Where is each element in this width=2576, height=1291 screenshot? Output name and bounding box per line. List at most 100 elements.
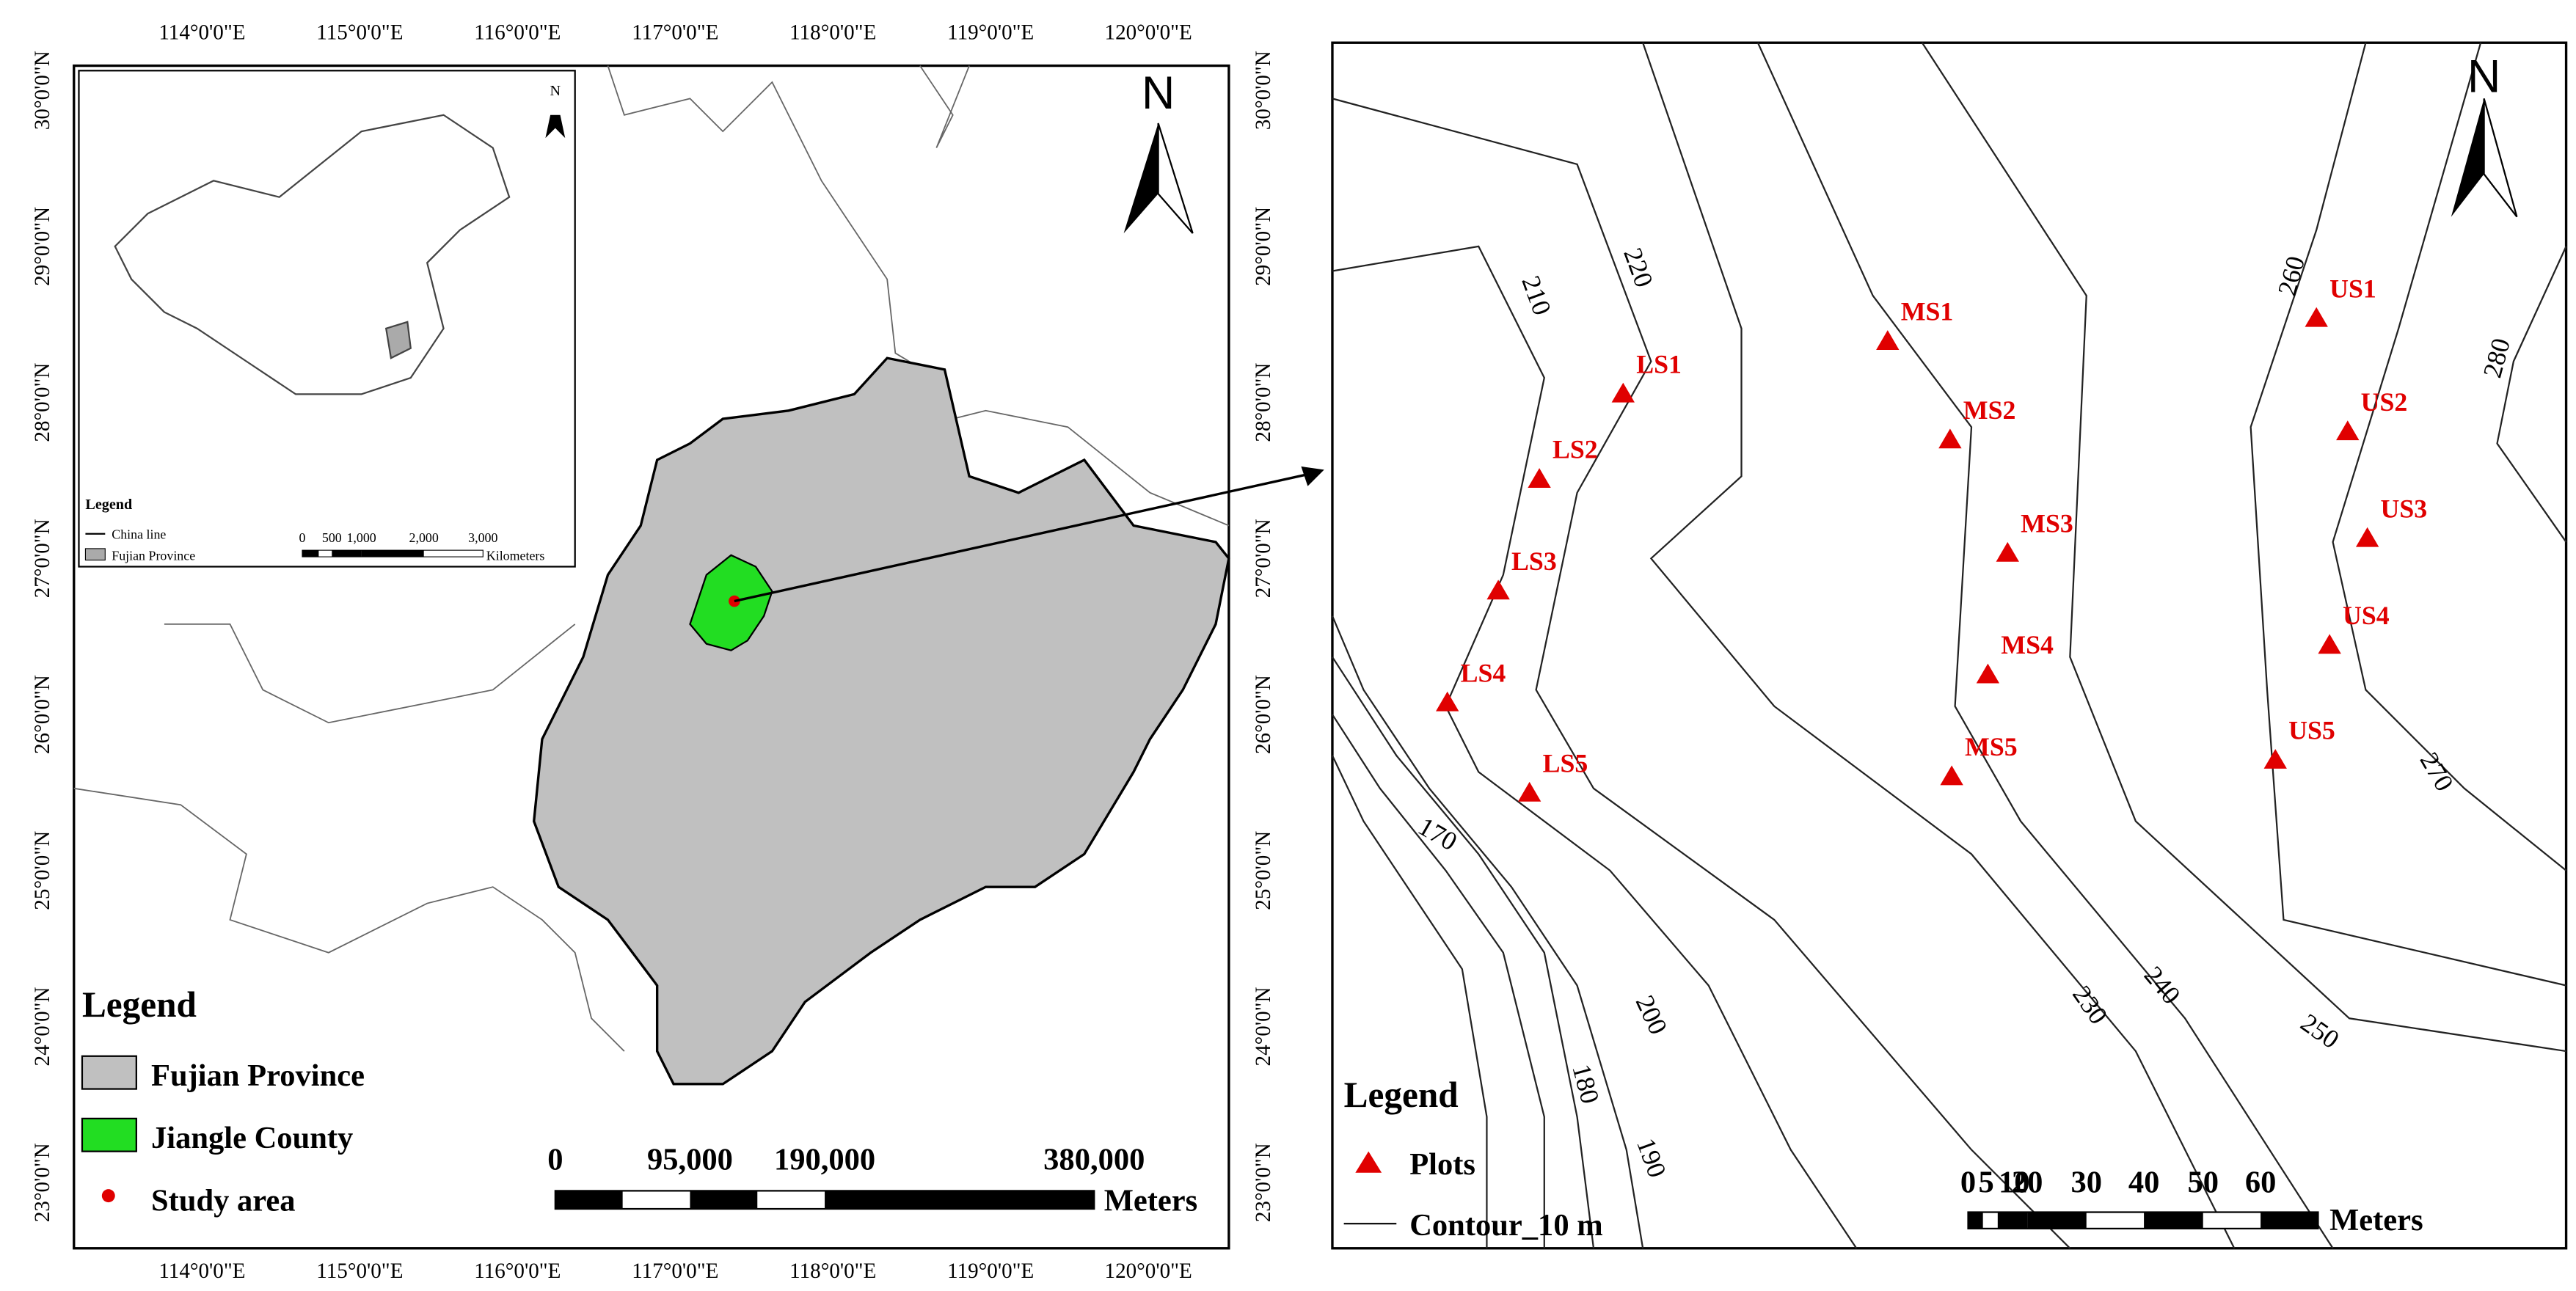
inset-scale-bar (302, 549, 484, 557)
arrow-line (734, 473, 1307, 603)
scale-label: 20 (2012, 1166, 2043, 1200)
lat-label: 23°0'0"N (1252, 1143, 1275, 1222)
legend-title: Legend (1344, 1075, 1459, 1115)
plot-label: US5 (2288, 716, 2335, 745)
legend-title: Legend (82, 984, 197, 1025)
right-map-frame (1331, 41, 2568, 1250)
plot-label: MS1 (1901, 297, 1954, 326)
plot-label: US2 (2361, 387, 2408, 417)
plot-label: US1 (2329, 274, 2376, 303)
scale-label: 10 (1999, 1166, 2030, 1200)
legend-swatch (1355, 1151, 1382, 1173)
lat-label: 27°0'0"N (31, 519, 54, 598)
lon-label: 119°0'0"E (947, 21, 1034, 45)
plot-label: MS2 (1963, 395, 2016, 425)
north-arrow (2483, 98, 2518, 218)
scale-label: 0 (1960, 1166, 1976, 1200)
inset-north: N (550, 83, 561, 99)
scale-label: 60 (2245, 1166, 2277, 1200)
plot-label: LS5 (1543, 748, 1588, 778)
plot-marker (1876, 330, 1900, 350)
inset-scale-label: 0 (299, 530, 306, 545)
inset-scale-label: 1,000 (346, 530, 376, 545)
lat-label: 25°0'0"N (1252, 831, 1275, 910)
lon-label: 116°0'0"E (474, 21, 561, 45)
plot-label: US3 (2381, 494, 2428, 523)
plot-marker (1611, 382, 1635, 403)
left-map-shapes (73, 65, 1230, 1052)
legend-item: Study area (151, 1183, 296, 1218)
lon-label: 116°0'0"E (474, 1259, 561, 1283)
plot-label: LS2 (1552, 435, 1598, 464)
lon-label: 117°0'0"E (632, 21, 718, 45)
inset-legend-title: Legend (85, 497, 132, 513)
inset-china (114, 114, 511, 395)
plot-marker (1528, 468, 1551, 489)
inset-north-arrow (545, 114, 566, 139)
scale-label: 30 (2070, 1166, 2102, 1200)
plots: LS1 LS2 LS3 LS4 LS5 MS1 MS2 MS3 MS4 MS5 US1 US2 US3 U… (1436, 274, 2428, 802)
plot-marker (1938, 428, 1962, 449)
lon-label: 118°0'0"E (789, 21, 876, 45)
plot-marker (2336, 420, 2360, 441)
lat-label: 27°0'0"N (1252, 519, 1275, 598)
lat-label: 29°0'0"N (31, 207, 54, 286)
fujian-province (533, 356, 1230, 1086)
contour-lines (1331, 42, 2567, 1249)
lat-label: 24°0'0"N (31, 987, 54, 1067)
lat-label: 28°0'0"N (31, 363, 54, 442)
arrow-head (1301, 466, 1324, 486)
legend-swatch (81, 1117, 137, 1152)
inset-legend-item: Fujian Province (112, 549, 195, 563)
plot-marker (1436, 691, 1459, 712)
plot-label: LS3 (1511, 546, 1557, 576)
inset-scale-unit: Kilometers (486, 549, 545, 563)
legend-item: Fujian Province (151, 1058, 365, 1093)
lat-label: 28°0'0"N (1252, 363, 1275, 442)
inset-legend-item: China line (112, 527, 166, 541)
lon-label: 114°0'0"E (158, 1259, 245, 1283)
legend-item: Contour_10 m (1409, 1208, 1602, 1243)
legend-swatch (81, 1055, 137, 1090)
lat-label: 30°0'0"N (1252, 51, 1275, 130)
plot-label: LS4 (1461, 658, 1506, 687)
plot-label: US4 (2343, 601, 2390, 630)
plot-label: MS5 (1965, 732, 2018, 761)
plot-marker (2355, 527, 2379, 547)
lat-label: 24°0'0"N (1252, 987, 1275, 1067)
legend-item: Plots (1409, 1147, 1475, 1182)
north-label: N (2467, 51, 2500, 102)
scale-label: 0 (547, 1142, 563, 1177)
lon-label: 120°0'0"E (1105, 1259, 1192, 1283)
inset-fujian-swatch (84, 548, 106, 561)
inset-scale-label: 2,000 (409, 530, 439, 545)
plot-label: MS4 (2001, 630, 2054, 659)
lon-label: 118°0'0"E (789, 1259, 876, 1283)
north-arrow (2451, 98, 2484, 217)
scale-label: 380,000 (1043, 1142, 1145, 1177)
scale-bar (555, 1191, 1095, 1210)
lon-label: 117°0'0"E (632, 1259, 718, 1283)
lat-label: 25°0'0"N (31, 831, 54, 910)
graticule-labels: 114°0'0"E 114°0'0"E 115°0'0"E 115°0'0"E 116°… (31, 21, 1275, 1283)
plot-marker (1517, 781, 1541, 802)
scale-label: 190,000 (774, 1142, 875, 1177)
lat-label: 30°0'0"N (31, 51, 54, 130)
lat-label: 26°0'0"N (1252, 675, 1275, 754)
north-label: N (1142, 67, 1175, 119)
plot-marker (1486, 579, 1510, 600)
north-arrow (1157, 122, 1194, 234)
legend-swatch (101, 1189, 115, 1203)
legend-item: Jiangle County (151, 1121, 353, 1155)
lon-label: 119°0'0"E (947, 1259, 1034, 1283)
plot-label: MS3 (2021, 508, 2073, 538)
scale-bar (1968, 1212, 2318, 1229)
plot-marker (1976, 663, 2000, 684)
scale-label: 40 (2128, 1166, 2160, 1200)
lon-label: 115°0'0"E (316, 1259, 403, 1283)
lon-label: 115°0'0"E (316, 21, 403, 45)
scale-label: 50 (2187, 1166, 2219, 1200)
lon-label: 114°0'0"E (158, 21, 245, 45)
